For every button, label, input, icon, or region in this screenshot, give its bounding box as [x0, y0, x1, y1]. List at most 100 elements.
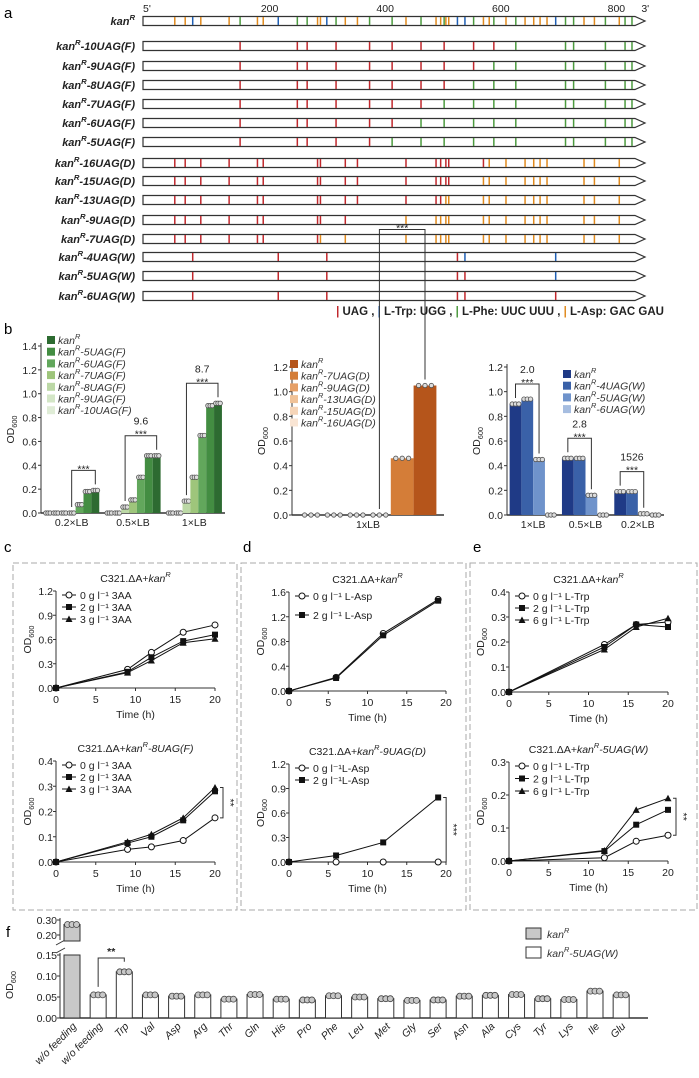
y-axis-label: OD600: [5, 415, 19, 443]
filled-triangle-marker: [505, 857, 513, 864]
significance-stars: ***: [196, 376, 208, 388]
fold-change-label: 9.6: [134, 416, 149, 428]
x-tick-label: 5: [325, 697, 331, 709]
bar: [63, 954, 81, 1019]
replicate-dot: [178, 510, 184, 516]
legend-label: kanR-9UAG(D): [301, 379, 370, 394]
replicate-dot: [79, 502, 85, 508]
y-tick-label: 0.6: [271, 808, 286, 820]
gene-lane: [142, 15, 647, 27]
replicate-dot: [413, 996, 420, 1004]
replicate-dot: [353, 512, 360, 518]
x-tick-label: Arg: [189, 1021, 210, 1042]
filled-triangle-marker: [518, 616, 526, 623]
gene-bar: [142, 233, 647, 245]
replicate-dot: [201, 432, 208, 439]
series-line: [508, 617, 669, 693]
legend-label: 0 g l⁻¹ L-Trp: [533, 761, 590, 773]
replicate-dot: [393, 455, 399, 461]
y-tick-label: 1.2: [271, 759, 286, 771]
y-tick-label: 0.00: [37, 1013, 58, 1025]
axis-tick-label: 600: [492, 3, 510, 15]
axis-tick-label: 400: [376, 3, 394, 15]
panel-label-e: e: [473, 539, 481, 556]
y-tick-label: 1.6: [271, 587, 286, 599]
series-square: [506, 621, 671, 695]
axis-tick-label: 3': [641, 3, 649, 15]
x-tick-label: 0: [506, 867, 512, 879]
lane-label: kanR-5UAG(W): [59, 268, 136, 283]
open-circle-marker: [179, 628, 187, 636]
panel-frame: [469, 562, 698, 911]
gene-bar: [142, 270, 647, 282]
y-tick-label: 1.2: [271, 612, 286, 624]
replicate-dot: [439, 996, 447, 1004]
replicate-dot: [314, 512, 320, 518]
series-square: [286, 794, 442, 865]
x-tick-label: 20: [662, 867, 674, 879]
x-tick-label: 20: [209, 694, 221, 706]
series-circle: [52, 814, 219, 866]
significance-bracket: [619, 471, 645, 508]
legend-label: kanR-9UAG(F): [58, 391, 126, 406]
replicate-dot: [428, 382, 434, 389]
open-circle-marker: [124, 845, 132, 853]
x-tick-label: 10: [583, 867, 595, 879]
bar: [585, 495, 598, 515]
replicate-dot: [99, 991, 107, 999]
replicate-dot: [177, 992, 185, 1000]
bar: [194, 994, 212, 1019]
legend-swatch: [47, 371, 55, 380]
replicate-dot: [376, 512, 382, 518]
x-tick-label: 10: [583, 698, 595, 710]
x-tick-label: 0.2×LB: [55, 517, 89, 529]
replicate-dot: [465, 992, 473, 1000]
open-circle-marker: [379, 858, 387, 866]
legend-label: 2 g l⁻¹ L-Asp: [313, 610, 372, 622]
replicate-dot: [399, 455, 405, 461]
y-tick-label: 0.0: [488, 510, 503, 522]
y-axis-label: OD600: [256, 427, 270, 455]
significance-bracket: [673, 797, 677, 836]
legend-label: kanR: [547, 926, 570, 941]
panel-label-f: f: [6, 924, 11, 941]
significance-bracket: [124, 435, 158, 502]
x-tick-label: Lys: [556, 1020, 576, 1040]
replicate-dot: [140, 474, 146, 480]
x-tick-label: Asn: [449, 1021, 471, 1043]
filled-triangle-marker: [124, 838, 132, 845]
series-line: [508, 834, 669, 862]
x-tick-label: Leu: [346, 1021, 367, 1042]
y-tick-label: 0.6: [273, 436, 288, 448]
series-square: [286, 597, 442, 694]
x-tick-label: Thr: [216, 1020, 236, 1040]
x-tick-label: Ser: [425, 1020, 445, 1040]
replicate-dot: [383, 512, 389, 518]
gene-lane: [142, 40, 647, 52]
codon-legend: | UAG , | L-Trp: UGG , | L-Phe: UUC UUU …: [336, 306, 664, 318]
filled-triangle-marker: [147, 830, 155, 838]
x-tick-label: 20: [440, 868, 452, 880]
panel-label-b: b: [4, 321, 12, 338]
filled-square-marker: [66, 774, 72, 780]
replicate-dot: [132, 497, 138, 503]
x-tick-label: 1×LB: [182, 517, 207, 529]
filled-square-marker: [286, 859, 292, 865]
open-circle-marker: [600, 854, 608, 862]
legend-label: 0 g l⁻¹ L-Asp: [313, 591, 372, 603]
series-circle: [52, 621, 219, 692]
x-tick-label: Tyr: [531, 1020, 550, 1039]
panel-frame: [12, 562, 238, 911]
chart-title: C321.ΔA+kanR: [100, 570, 171, 585]
significance-stars: ***: [135, 429, 147, 441]
y-tick-label: 0.1: [491, 662, 506, 674]
gene-lane: [142, 79, 647, 91]
panel-label-a: a: [4, 5, 13, 22]
gene-bar: [142, 79, 647, 91]
legend-label: kanR-15UAG(D): [301, 403, 376, 418]
replicate-dot: [125, 968, 133, 976]
legend-swatch: [47, 382, 55, 391]
legend-swatch: [290, 383, 298, 392]
series-triangle: [505, 794, 672, 864]
